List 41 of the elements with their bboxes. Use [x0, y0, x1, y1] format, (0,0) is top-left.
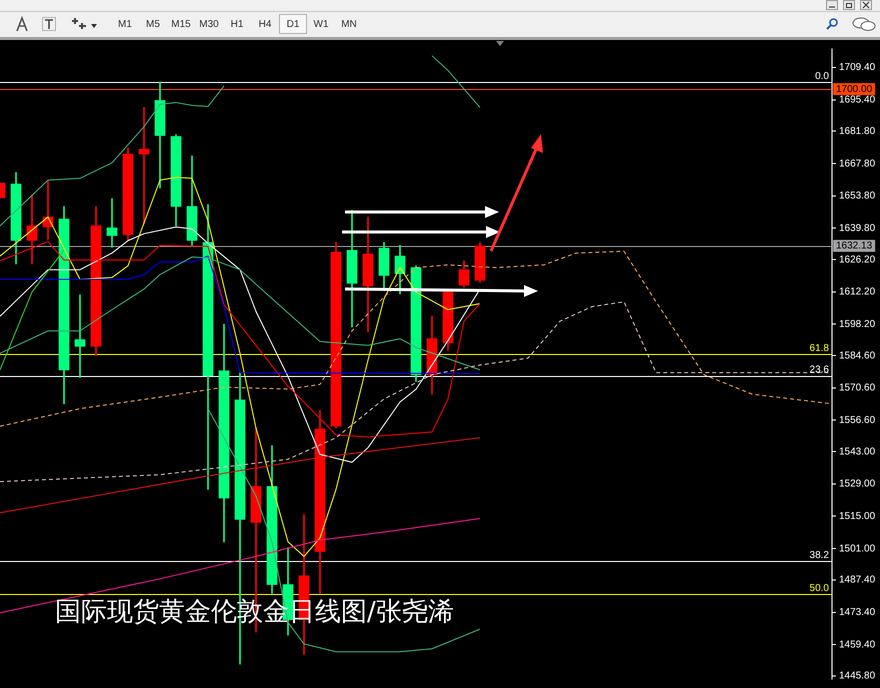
- line-series: [0, 250, 832, 427]
- y-tick-label: 1598.20: [839, 318, 876, 330]
- y-tick-label: 1529.00: [839, 478, 876, 490]
- y-tick-label: 1626.20: [839, 254, 876, 266]
- y-tick-label: 1584.60: [839, 350, 876, 362]
- text: M1: [117, 18, 133, 32]
- y-tick-label: 1639.80: [839, 222, 876, 234]
- y-tick-label: 1459.40: [839, 639, 876, 650]
- annotation: 0.0: [815, 70, 830, 82]
- annotation: 50.0: [810, 583, 830, 594]
- y-tick-label: 1681.80: [839, 126, 876, 137]
- y-tick-label: 1695.40: [839, 94, 876, 106]
- y-tick-label: 1487.40: [839, 574, 876, 586]
- annotation: 23.6: [810, 364, 830, 376]
- y-tick-label: 1570.60: [839, 382, 876, 394]
- y-tick-label: 1653.80: [839, 190, 876, 202]
- y-tick-label: 1515.00: [839, 511, 876, 522]
- text: MN: [340, 18, 358, 32]
- text: M15: [170, 18, 192, 32]
- text: M5: [145, 18, 161, 32]
- y-tick-label: 1473.40: [839, 607, 876, 618]
- text: W1: [312, 18, 330, 32]
- text: H1: [230, 18, 244, 32]
- y-tick-label: 1445.80: [839, 670, 876, 682]
- y-tick-label: 1612.20: [839, 286, 876, 298]
- text: M30: [198, 18, 220, 32]
- y-tick-label: 1543.00: [839, 446, 876, 458]
- y-tick-label: 1709.40: [839, 62, 876, 74]
- candlestick: [106, 198, 118, 248]
- y-tick-label: 1667.80: [839, 158, 876, 170]
- annotation: 38.2: [810, 550, 830, 562]
- candlestick: [74, 294, 86, 378]
- candlestick: [138, 107, 150, 224]
- ref-line-label: 1700.00: [836, 84, 873, 95]
- y-tick-label: 1556.60: [839, 414, 876, 426]
- y-tick-label: 1501.00: [839, 543, 876, 554]
- text: H4: [258, 18, 272, 32]
- line-series: [0, 301, 832, 482]
- text: D1: [279, 14, 307, 34]
- annotation: 61.8: [810, 342, 830, 354]
- ref-line-label: 1632.13: [836, 240, 873, 252]
